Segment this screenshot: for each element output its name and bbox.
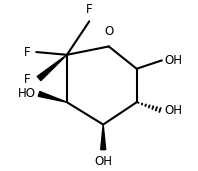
Polygon shape <box>37 55 67 81</box>
Text: OH: OH <box>165 54 183 67</box>
Text: F: F <box>24 45 31 58</box>
Text: F: F <box>24 73 31 86</box>
Polygon shape <box>38 91 67 102</box>
Polygon shape <box>101 124 106 150</box>
Text: HO: HO <box>18 87 36 100</box>
Text: O: O <box>104 25 113 38</box>
Text: OH: OH <box>165 104 183 117</box>
Text: F: F <box>86 3 92 16</box>
Text: OH: OH <box>94 155 112 168</box>
